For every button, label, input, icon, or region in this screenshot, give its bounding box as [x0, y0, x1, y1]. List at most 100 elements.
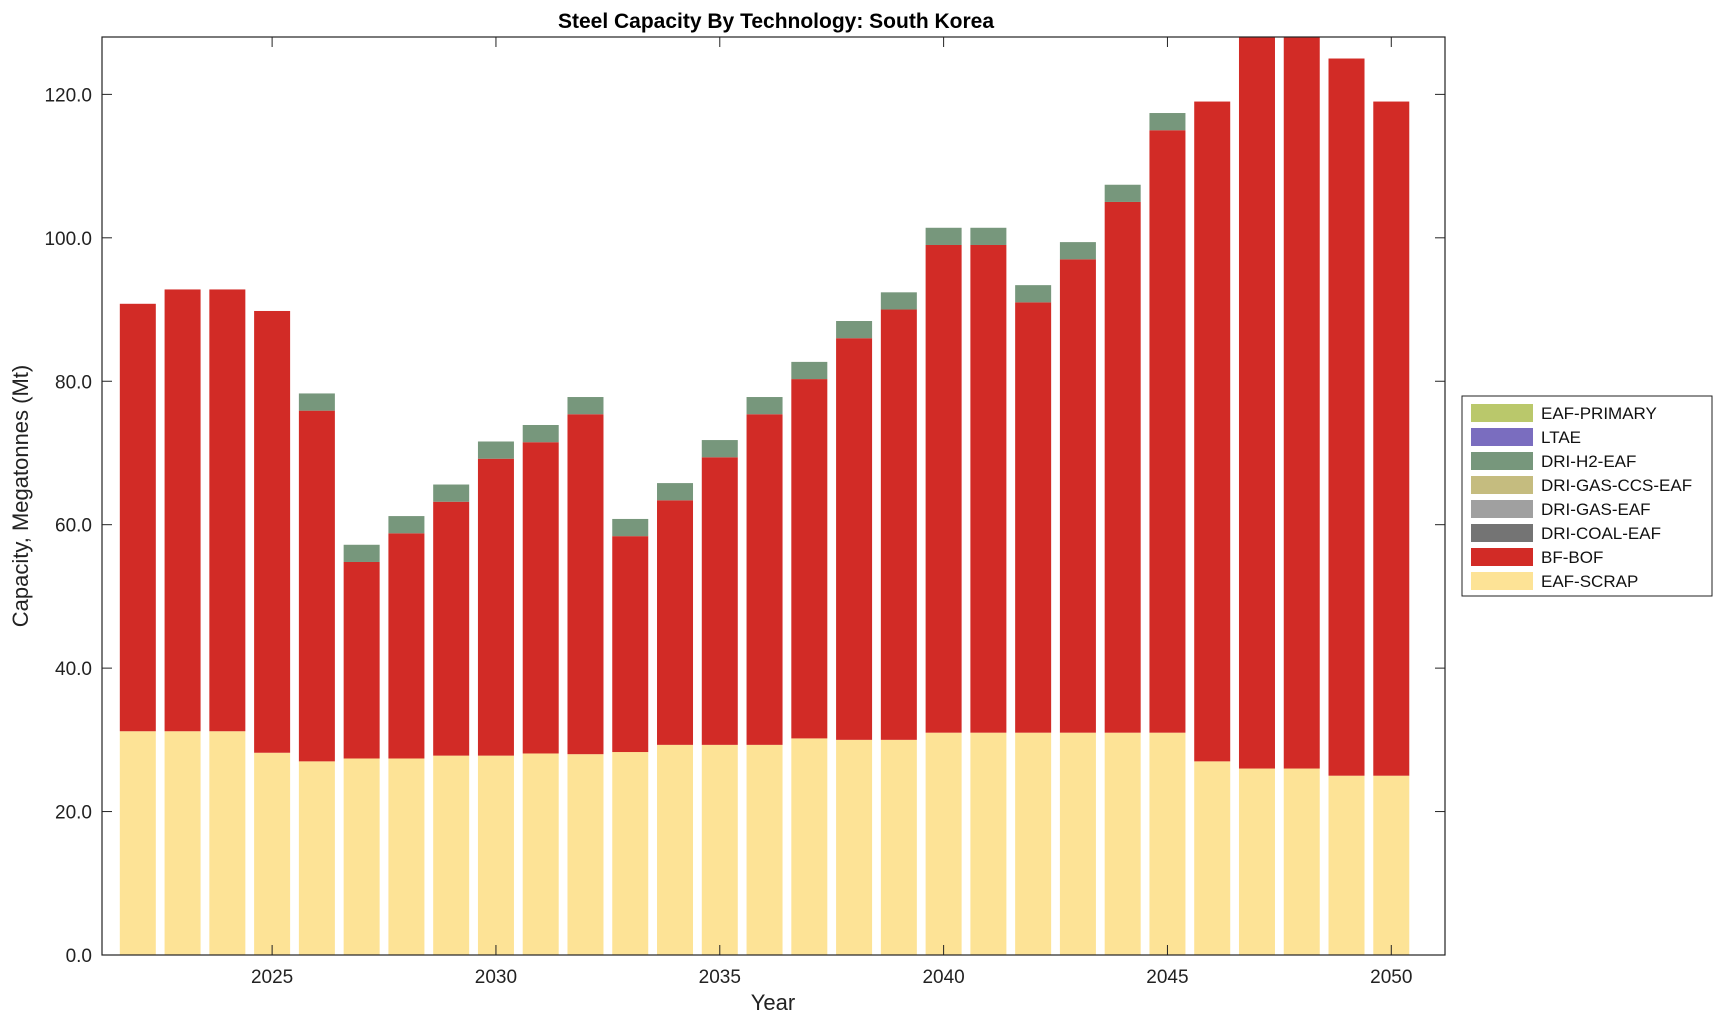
bar-2030-eaf-scrap	[477, 755, 514, 955]
bar-2041-dri-h2-eaf	[970, 227, 1007, 245]
bar-2027-eaf-scrap	[343, 758, 380, 955]
y-axis: 0.0 20.0 40.0 60.0 80.0 100.0 120.0	[44, 85, 1445, 967]
bar-2048-eaf-scrap	[1283, 768, 1320, 955]
bar-2050-bf-bof	[1373, 101, 1410, 776]
bar-2024-bf-bof	[209, 289, 246, 732]
bar-2040-dri-h2-eaf	[925, 227, 962, 245]
x-tick-label: 2035	[699, 967, 741, 988]
bar-2024-eaf-scrap	[209, 731, 246, 955]
bar-2040-eaf-scrap	[925, 732, 962, 955]
bar-2030-dri-h2-eaf	[477, 441, 514, 459]
bar-2033-bf-bof	[612, 536, 649, 753]
bar-2039-bf-bof	[880, 309, 917, 740]
y-tick-label: 60.0	[55, 516, 92, 537]
legend-swatch-dri-gas-eaf	[1471, 500, 1533, 518]
legend-swatch-bf-bof	[1471, 548, 1533, 566]
bar-2032-eaf-scrap	[567, 754, 604, 955]
legend-swatch-eaf-scrap	[1471, 572, 1533, 590]
bar-2036-bf-bof	[746, 414, 783, 745]
legend-label-dri-coal-eaf: DRI-COAL-EAF	[1541, 524, 1661, 543]
bar-2035-bf-bof	[701, 457, 738, 745]
bar-2038-dri-h2-eaf	[836, 321, 873, 339]
legend-label-dri-h2-eaf: DRI-H2-EAF	[1541, 452, 1636, 471]
legend-swatch-ltae	[1471, 428, 1533, 446]
bar-2023-bf-bof	[164, 289, 201, 732]
bar-2027-dri-h2-eaf	[343, 544, 380, 562]
bar-2039-dri-h2-eaf	[880, 292, 917, 310]
bar-2043-dri-h2-eaf	[1059, 242, 1096, 260]
bar-2022-bf-bof	[119, 303, 156, 732]
x-tick-label: 2050	[1370, 967, 1412, 988]
bar-2035-dri-h2-eaf	[701, 440, 738, 458]
bar-2045-eaf-scrap	[1149, 732, 1186, 955]
bar-2050-eaf-scrap	[1373, 775, 1410, 955]
bar-2046-eaf-scrap	[1194, 761, 1231, 955]
bar-2044-eaf-scrap	[1104, 732, 1141, 955]
legend-swatch-dri-gas-ccs-eaf	[1471, 476, 1533, 494]
bar-2033-dri-h2-eaf	[612, 518, 649, 537]
x-tick-label: 2040	[922, 967, 964, 988]
bar-2026-eaf-scrap	[298, 761, 335, 955]
bar-2032-bf-bof	[567, 414, 604, 755]
bar-2030-bf-bof	[477, 458, 514, 756]
bar-2047-bf-bof	[1238, 37, 1275, 769]
x-axis-label: Year	[751, 990, 795, 1015]
bar-2048-bf-bof	[1283, 37, 1320, 769]
bar-2038-eaf-scrap	[836, 739, 873, 955]
bar-2047-eaf-scrap	[1238, 768, 1275, 955]
legend: EAF-PRIMARY LTAE DRI-H2-EAF DRI-GAS-CCS-EAF…	[1461, 395, 1713, 597]
bar-2031-eaf-scrap	[522, 753, 559, 955]
bar-2044-bf-bof	[1104, 201, 1141, 733]
bar-2044-dri-h2-eaf	[1104, 184, 1141, 202]
bar-2039-eaf-scrap	[880, 739, 917, 955]
y-tick-label: 80.0	[55, 372, 92, 393]
bar-2026-bf-bof	[298, 410, 335, 762]
legend-label-eaf-scrap: EAF-SCRAP	[1541, 572, 1638, 591]
bar-2037-dri-h2-eaf	[791, 361, 828, 380]
x-tick-label: 2025	[251, 967, 293, 988]
bar-2032-dri-h2-eaf	[567, 397, 604, 415]
y-tick-label: 120.0	[44, 85, 92, 106]
y-tick-label: 100.0	[44, 229, 92, 250]
bar-2028-dri-h2-eaf	[388, 516, 425, 534]
bar-2025-eaf-scrap	[254, 752, 291, 955]
bar-2028-eaf-scrap	[388, 758, 425, 955]
y-axis-label: Capacity, Megatonnes (Mt)	[8, 365, 33, 627]
bar-2037-bf-bof	[791, 379, 828, 739]
bar-2035-eaf-scrap	[701, 744, 738, 955]
legend-label-ltae: LTAE	[1541, 428, 1581, 447]
bar-2025-bf-bof	[254, 310, 291, 753]
bar-2022-eaf-scrap	[119, 731, 156, 955]
bar-2029-bf-bof	[433, 501, 470, 756]
legend-swatch-eaf-primary	[1471, 404, 1533, 422]
x-axis: 2025 2030 2035 2040 2045 2050	[251, 37, 1412, 988]
y-tick-label: 0.0	[66, 946, 92, 967]
bar-2033-eaf-scrap	[612, 752, 649, 955]
bar-2046-bf-bof	[1194, 101, 1231, 762]
x-tick-label: 2045	[1146, 967, 1188, 988]
legend-swatch-dri-coal-eaf	[1471, 524, 1533, 542]
bar-2042-dri-h2-eaf	[1015, 285, 1052, 303]
bar-2036-dri-h2-eaf	[746, 397, 783, 415]
bar-2037-eaf-scrap	[791, 738, 828, 955]
bar-2034-bf-bof	[657, 500, 694, 745]
bar-2041-bf-bof	[970, 244, 1007, 733]
bar-2036-eaf-scrap	[746, 744, 783, 955]
bar-2029-dri-h2-eaf	[433, 484, 470, 502]
bar-2040-bf-bof	[925, 244, 962, 733]
bar-2045-bf-bof	[1149, 130, 1186, 733]
x-tick-label: 2030	[475, 967, 517, 988]
y-tick-label: 20.0	[55, 803, 92, 824]
chart-title: Steel Capacity By Technology: South Kore…	[558, 10, 994, 33]
bar-2045-dri-h2-eaf	[1149, 113, 1186, 131]
bar-2023-eaf-scrap	[164, 731, 201, 955]
bar-2038-bf-bof	[836, 338, 873, 740]
bar-2029-eaf-scrap	[433, 755, 470, 955]
bar-2031-bf-bof	[522, 442, 559, 754]
legend-label-dri-gas-ccs-eaf: DRI-GAS-CCS-EAF	[1541, 476, 1692, 495]
bar-2042-bf-bof	[1015, 302, 1052, 733]
bar-2028-bf-bof	[388, 533, 425, 759]
legend-label-dri-gas-eaf: DRI-GAS-EAF	[1541, 500, 1651, 519]
